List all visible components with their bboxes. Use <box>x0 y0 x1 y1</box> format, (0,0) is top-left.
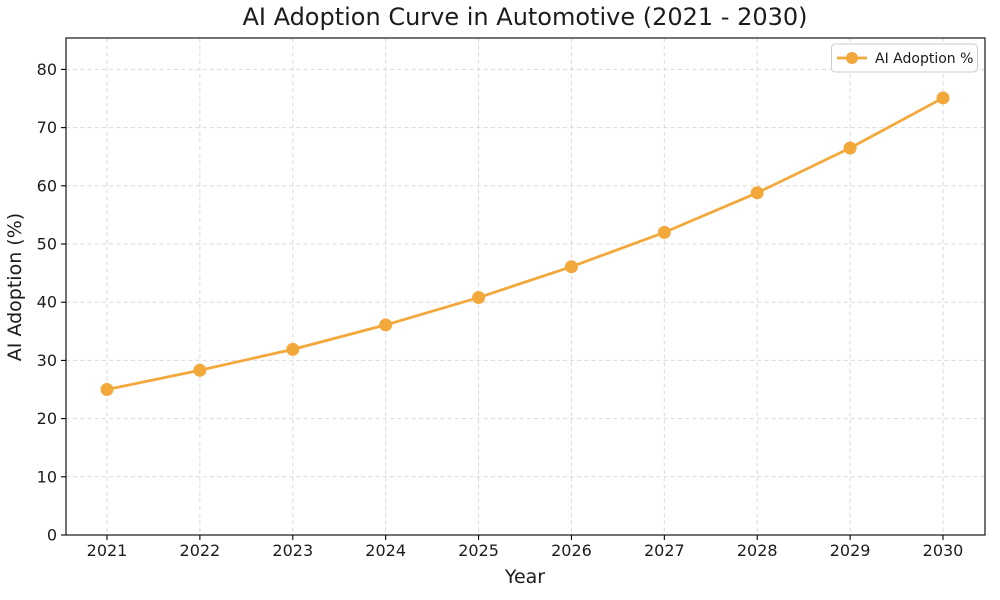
data-point <box>657 225 671 239</box>
y-tick-label: 20 <box>37 409 57 428</box>
x-tick-label: 2025 <box>458 541 499 560</box>
x-tick-label: 2027 <box>644 541 685 560</box>
data-point <box>379 318 393 332</box>
data-point <box>100 383 114 397</box>
x-tick-label: 2024 <box>365 541 406 560</box>
y-tick-label: 70 <box>37 118 57 137</box>
data-point <box>843 141 857 155</box>
legend-label: AI Adoption % <box>875 51 973 67</box>
y-tick-label: 10 <box>37 467 57 486</box>
x-tick-label: 2030 <box>923 541 964 560</box>
data-series <box>100 91 950 397</box>
y-tick-label: 60 <box>37 176 57 195</box>
y-tick-label: 50 <box>37 235 57 254</box>
x-tick-label: 2022 <box>180 541 221 560</box>
data-point <box>472 291 486 305</box>
x-tick-label: 2029 <box>830 541 871 560</box>
y-tick-label: 40 <box>37 293 57 312</box>
data-point <box>936 91 950 105</box>
data-point <box>750 186 764 200</box>
x-tick-label: 2026 <box>551 541 592 560</box>
y-tick-label: 30 <box>37 351 57 370</box>
x-tick-label: 2021 <box>87 541 128 560</box>
y-axis-label: AI Adoption (%) <box>4 213 26 361</box>
data-point <box>193 363 207 377</box>
legend-box <box>831 43 978 73</box>
data-point <box>286 342 300 356</box>
y-tick-label: 0 <box>47 526 57 545</box>
y-tick-label: 80 <box>37 60 57 79</box>
legend: AI Adoption % <box>831 43 978 73</box>
data-point <box>564 260 578 274</box>
axis-ticks: 2021 2022 2023 2024 2025 2026 2027 2028 2029 2030… <box>37 60 964 560</box>
plot-area-border <box>65 37 986 536</box>
x-axis-label: Year <box>504 566 545 588</box>
chart-title: AI Adoption Curve in Automotive (2021 - … <box>242 3 807 31</box>
grid-lines <box>66 38 985 535</box>
series-line <box>105 96 945 391</box>
legend-marker-icon <box>846 52 858 64</box>
x-tick-label: 2023 <box>272 541 313 560</box>
x-tick-label: 2028 <box>737 541 778 560</box>
